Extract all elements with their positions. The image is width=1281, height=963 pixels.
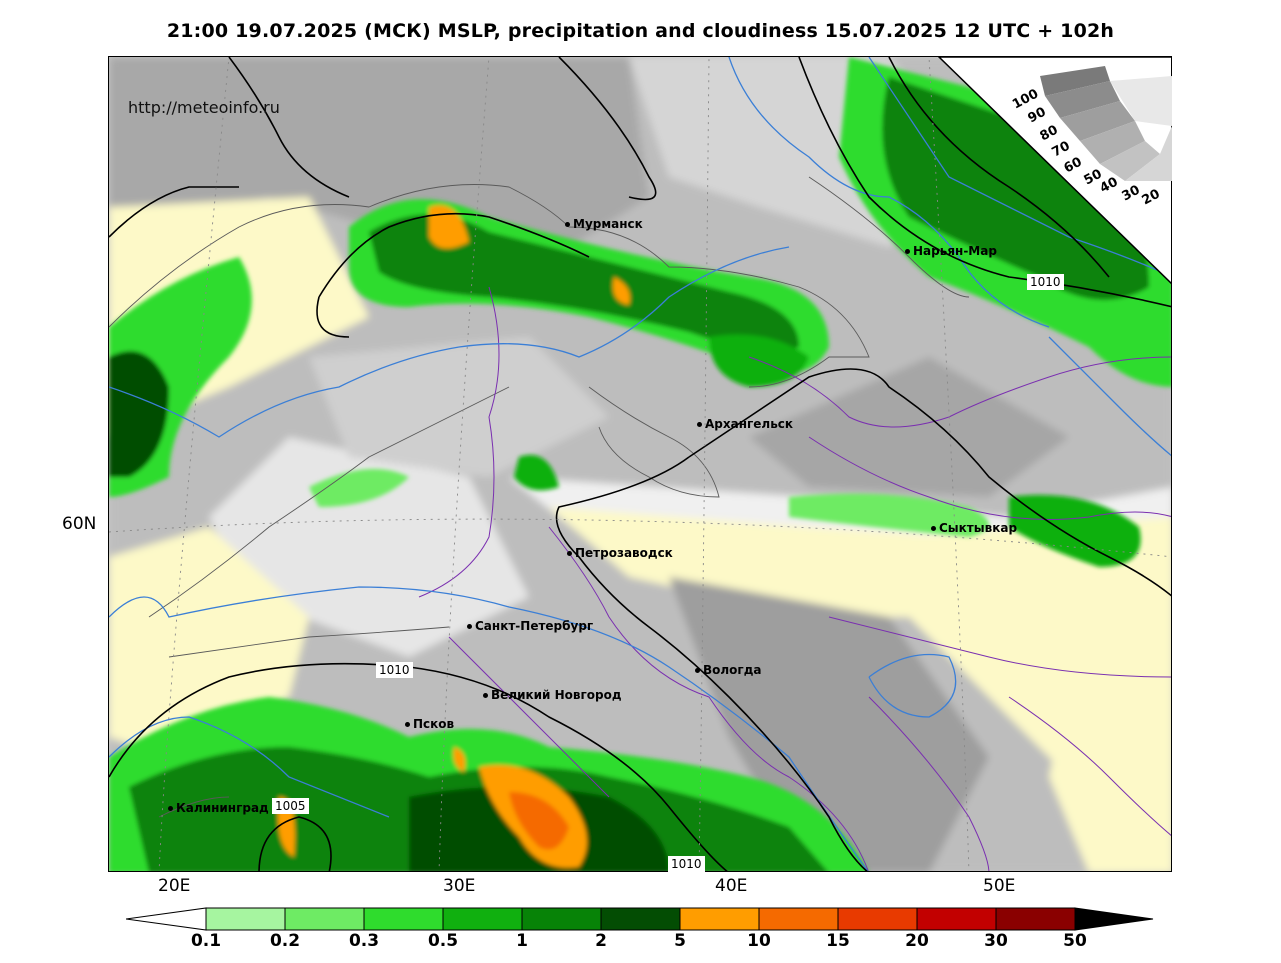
city-marker-icon (905, 249, 910, 254)
city-marker-icon (931, 526, 936, 531)
city-marker-icon (467, 624, 472, 629)
colorbar-segment (916, 907, 997, 931)
colorbar-arrow-low (126, 907, 207, 931)
colorbar-segment (205, 907, 286, 931)
lon-label-30e: 30E (443, 876, 476, 896)
colorbar-tick-label: 2 (595, 931, 607, 951)
colorbar-tick-label: 0.3 (348, 931, 380, 951)
colorbar-arrow-high (1074, 907, 1154, 931)
colorbar-tick-label: 0.2 (269, 931, 301, 951)
city-marker-icon (565, 222, 570, 227)
cloudiness-legend-fan (1040, 66, 1172, 181)
source-url[interactable]: http://meteoinfo.ru (128, 98, 280, 117)
city-marker-icon (405, 722, 410, 727)
colorbar-tick-label: 1 (516, 931, 528, 951)
map-area[interactable] (108, 56, 1172, 872)
graticule (109, 57, 1171, 871)
lat-label-60n: 60N (62, 514, 97, 534)
city-marker-icon (695, 668, 700, 673)
colorbar-segment (758, 907, 839, 931)
city-marker-icon (483, 693, 488, 698)
colorbar-tick-label: 5 (674, 931, 686, 951)
lon-label-20e: 20E (158, 876, 191, 896)
colorbar-tick-label: 50 (1063, 931, 1087, 951)
city-murmansk[interactable]: Мурманск (565, 217, 643, 231)
city-kaliningrad[interactable]: Калининград (168, 801, 269, 815)
colorbar-segment (442, 907, 523, 931)
city-marker-icon (697, 422, 702, 427)
temperature-contours (109, 57, 1171, 871)
colorbar-segment (284, 907, 365, 931)
colorbar-segment (679, 907, 760, 931)
isobar-label: 1010 (668, 856, 705, 872)
map-title: 21:00 19.07.2025 (МСК) MSLP, precipitati… (166, 20, 1115, 42)
colorbar-segment (837, 907, 918, 931)
city-marker-icon (567, 551, 572, 556)
city-marker-icon (168, 806, 173, 811)
colorbar-tick-label: 30 (984, 931, 1008, 951)
colorbar-tick-label: 0.5 (427, 931, 459, 951)
city-syktyvkar[interactable]: Сыктывкар (931, 521, 1017, 535)
colorbar-segment (995, 907, 1076, 931)
city-saint-petersburg[interactable]: Санкт-Петербург (467, 619, 593, 633)
map-canvas (109, 57, 1171, 871)
isobar-label: 1010 (376, 662, 413, 678)
colorbar-tick-label: 0.1 (190, 931, 222, 951)
lon-label-40e: 40E (715, 876, 748, 896)
city-pskov[interactable]: Псков (405, 717, 454, 731)
colorbar-tick-label: 15 (826, 931, 850, 951)
isobars (109, 57, 1171, 871)
isobar-label: 1005 (272, 798, 309, 814)
city-naryan-mar[interactable]: Нарьян-Мар (905, 244, 997, 258)
colorbar-segment (521, 907, 602, 931)
colorbar-tick-label: 10 (747, 931, 771, 951)
city-petrozavodsk[interactable]: Петрозаводск (567, 546, 673, 560)
cloudiness-legend: 100 90 80 70 60 50 40 30 20 (1000, 56, 1180, 220)
city-veliky-novgorod[interactable]: Великий Новгород (483, 688, 622, 702)
city-vologda[interactable]: Вологда (695, 663, 761, 677)
lon-label-50e: 50E (983, 876, 1016, 896)
precipitation-colorbar (126, 907, 1154, 931)
colorbar-segment (363, 907, 444, 931)
city-arkhangelsk[interactable]: Архангельск (697, 417, 793, 431)
colorbar-segment (600, 907, 681, 931)
isobar-label: 1010 (1027, 274, 1064, 290)
colorbar-tick-label: 20 (905, 931, 929, 951)
